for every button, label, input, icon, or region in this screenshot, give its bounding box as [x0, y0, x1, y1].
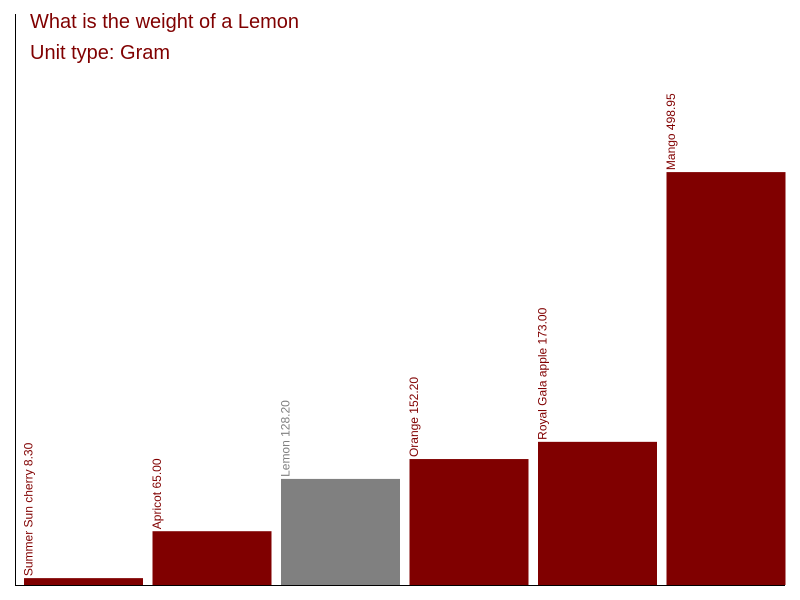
bar-apricot — [152, 531, 272, 585]
bar-orange — [409, 459, 529, 585]
bar-mango — [666, 172, 786, 585]
data-label-summer-sun-cherry: Summer Sun cherry 8.30 — [22, 442, 36, 576]
data-label-lemon: Lemon 128.20 — [279, 400, 293, 477]
data-label-orange: Orange 152.20 — [407, 377, 421, 457]
data-label-royal-gala-apple: Royal Gala apple 173.00 — [536, 307, 550, 439]
bar-royal-gala-apple — [538, 441, 657, 585]
bar-summer-sun-cherry — [24, 578, 143, 585]
bars-group — [24, 172, 786, 585]
chart-title: What is the weight of a Lemon — [30, 11, 300, 33]
data-label-mango: Mango 498.95 — [664, 93, 678, 170]
chart-subtitle: Unit type: Gram — [30, 42, 171, 64]
bar-lemon — [281, 478, 400, 585]
data-labels-group: Summer Sun cherry 8.30 Apricot 65.00 Lemon… — [22, 93, 679, 576]
data-label-apricot: Apricot 65.00 — [150, 458, 164, 529]
